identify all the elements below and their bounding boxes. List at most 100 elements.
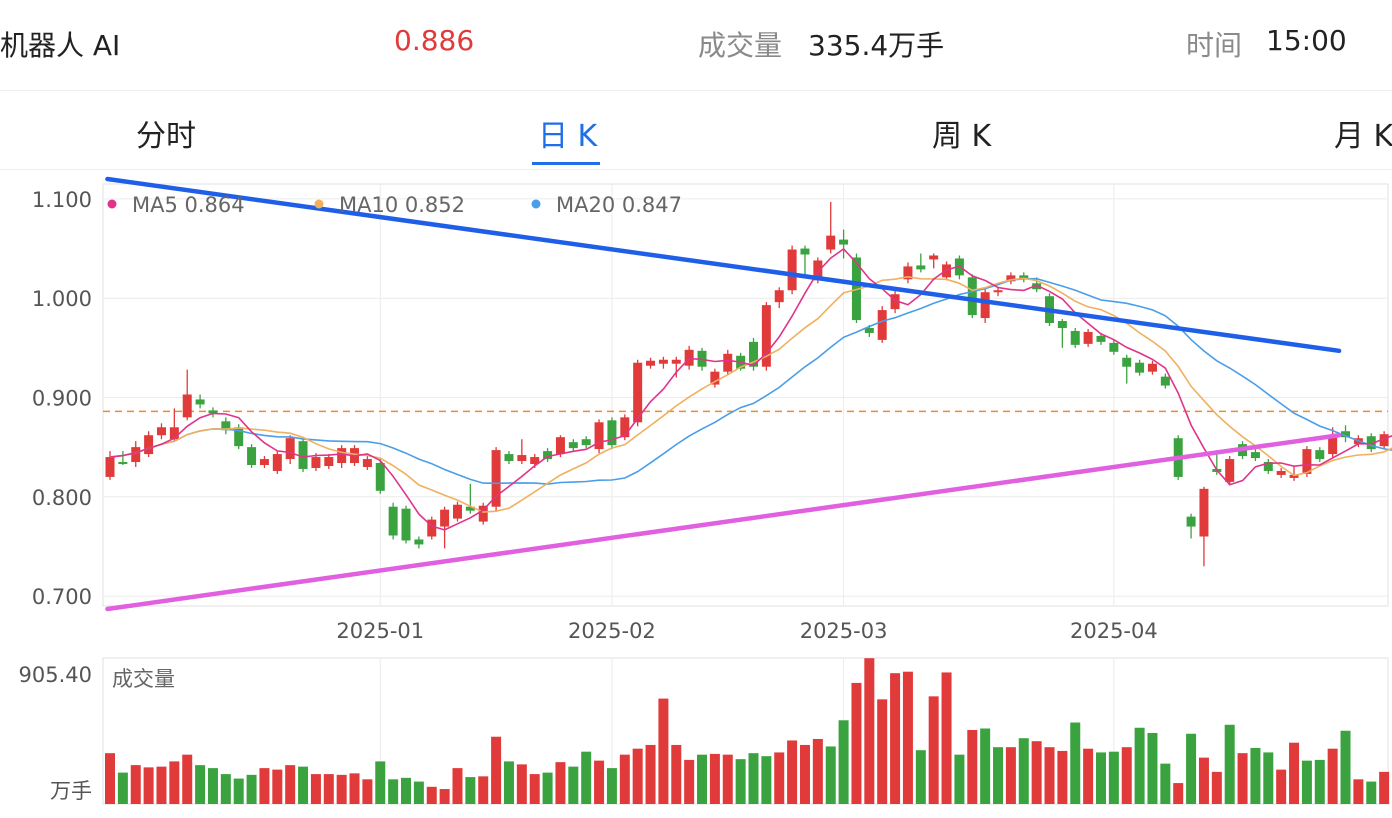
volume-bar <box>1160 763 1171 804</box>
stock-name: 机器人 AI <box>0 29 121 62</box>
volume-bar <box>1186 733 1197 804</box>
candle-body <box>1366 436 1376 450</box>
ma5-line <box>109 247 1392 531</box>
active-tab-indicator <box>532 162 600 165</box>
tab-intraday[interactable]: 分时 <box>136 119 196 154</box>
candle-body <box>517 455 527 462</box>
candle-body <box>259 459 269 466</box>
candle-body <box>465 506 475 511</box>
candle-body <box>195 399 205 405</box>
candle-body <box>1341 431 1351 438</box>
y-tick-label: 0.700 <box>32 585 92 609</box>
volume-bar <box>1289 742 1300 804</box>
resistance-trendline <box>105 176 1342 354</box>
volume-bar <box>1366 781 1377 804</box>
candle-body <box>285 438 295 460</box>
candle-body <box>1057 321 1067 328</box>
volume-bar <box>542 772 553 804</box>
candle-body <box>337 448 347 464</box>
candle-body <box>1289 474 1299 478</box>
candle-body <box>1160 376 1170 386</box>
candle-body <box>1032 283 1042 290</box>
volume-bar <box>555 762 566 804</box>
candle-body <box>710 371 720 385</box>
volume-bar <box>259 768 270 804</box>
volume-bar <box>851 682 862 804</box>
volume-bar <box>323 774 334 804</box>
candle-body <box>131 447 141 463</box>
volume-bar <box>645 744 656 804</box>
volume-bar <box>1353 779 1364 804</box>
volume-bar <box>954 754 965 804</box>
time-value: 15:00 <box>1266 24 1347 57</box>
volume-bar <box>1198 757 1209 804</box>
y-tick-label: 0.800 <box>32 486 92 510</box>
candle-body <box>671 359 681 364</box>
volume-bar <box>787 740 798 804</box>
candle-body <box>221 421 231 431</box>
candle-body <box>633 362 643 423</box>
volume-bar <box>272 769 283 804</box>
volume-bar <box>902 671 913 804</box>
price-panel-frame <box>102 183 1389 607</box>
volume-bar <box>722 754 733 804</box>
volume-bar <box>928 696 939 804</box>
volume-max-label: 905.40 <box>19 663 92 687</box>
legend-ma10: MA10 0.852 <box>339 193 465 217</box>
candle-body <box>607 420 617 446</box>
candle-body <box>1250 452 1260 459</box>
candle-body <box>1109 342 1119 352</box>
volume-bar <box>233 778 244 804</box>
candle-body <box>813 260 823 281</box>
candle-body <box>774 290 784 303</box>
candle-body <box>581 439 591 446</box>
candle-body <box>1186 516 1196 527</box>
candle-body <box>903 266 913 280</box>
volume-bar <box>156 766 167 804</box>
volume-bar <box>799 744 810 804</box>
volume-bar <box>658 698 669 804</box>
candle-body <box>234 427 244 447</box>
volume-bar <box>220 774 231 804</box>
volume-bar <box>349 773 360 804</box>
volume-bar <box>1340 730 1351 804</box>
tab-weekly-k[interactable]: 周 K <box>932 119 992 154</box>
volume-bar <box>529 774 540 804</box>
volume-bar <box>606 768 617 804</box>
volume-bar <box>877 699 888 804</box>
candle-body <box>864 327 874 333</box>
volume-bar <box>1108 751 1119 804</box>
volume-bar <box>735 759 746 804</box>
tab-monthly-k[interactable]: 月 K <box>1334 119 1392 154</box>
volume-bar <box>1327 748 1338 804</box>
volume-bar <box>516 764 527 804</box>
tab-daily-k[interactable]: 日 K <box>538 119 598 154</box>
volume-bar <box>838 720 849 804</box>
volume-bar <box>285 765 296 804</box>
time-label: 时间 <box>1186 29 1243 62</box>
candle-body <box>929 255 939 260</box>
volume-bar <box>1083 748 1094 804</box>
candle-body <box>543 451 553 460</box>
volume-bar <box>503 761 514 804</box>
volume-bar <box>143 767 154 804</box>
volume-bar <box>491 736 502 804</box>
candle-body <box>1096 335 1106 342</box>
candle-body <box>169 427 179 440</box>
candle-body <box>749 341 758 367</box>
volume-bar <box>864 658 875 804</box>
volume-bar <box>1147 732 1158 804</box>
volume-bar <box>967 729 978 804</box>
period-tabs: 分时 日 K 周 K 月 K <box>0 90 1392 170</box>
volume-bar <box>748 753 759 804</box>
volume-bar <box>774 752 785 804</box>
candle-body <box>1006 275 1016 282</box>
volume-bar <box>671 744 682 804</box>
candle-body <box>761 305 771 367</box>
candle-body <box>800 248 810 255</box>
support-trendline <box>105 432 1342 612</box>
volume-bar <box>130 765 141 804</box>
legend-ma20: MA20 0.847 <box>556 193 682 217</box>
volume-bar <box>1379 771 1390 804</box>
